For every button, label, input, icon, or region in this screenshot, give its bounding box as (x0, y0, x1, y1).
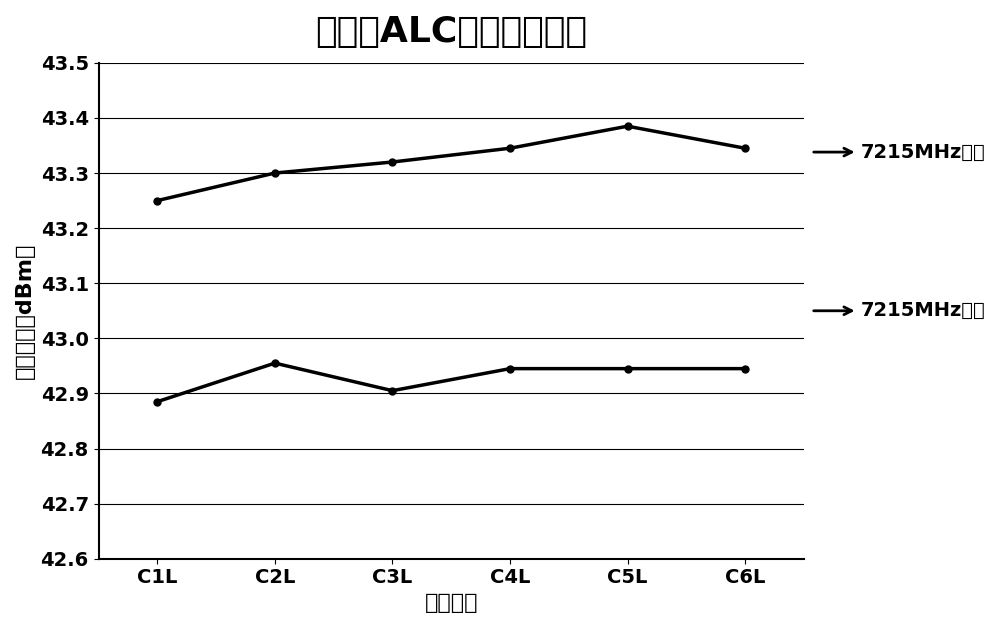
Line: 7215MHz低温: 7215MHz低温 (154, 122, 748, 204)
7215MHz高温 (151, 398, 163, 406)
Text: 7215MHz低温: 7215MHz低温 (814, 143, 985, 161)
7215MHz高温 (739, 365, 751, 372)
7215MHz高温 (622, 365, 634, 372)
7215MHz低温 (386, 158, 398, 166)
7215MHz低温 (739, 144, 751, 152)
7215MHz高温 (386, 387, 398, 394)
Y-axis label: 输出功率（dBm）: 输出功率（dBm） (15, 242, 35, 379)
7215MHz低温 (504, 144, 516, 152)
7215MHz高温 (269, 359, 281, 367)
Title: 带温补ALC电路输出功率: 带温补ALC电路输出功率 (315, 15, 588, 49)
X-axis label: 循环次数: 循环次数 (425, 593, 478, 613)
7215MHz低温 (269, 170, 281, 177)
7215MHz高温 (504, 365, 516, 372)
Line: 7215MHz高温: 7215MHz高温 (154, 360, 748, 405)
Text: 7215MHz高温: 7215MHz高温 (814, 301, 985, 320)
7215MHz低温 (151, 197, 163, 204)
7215MHz低温 (622, 122, 634, 130)
